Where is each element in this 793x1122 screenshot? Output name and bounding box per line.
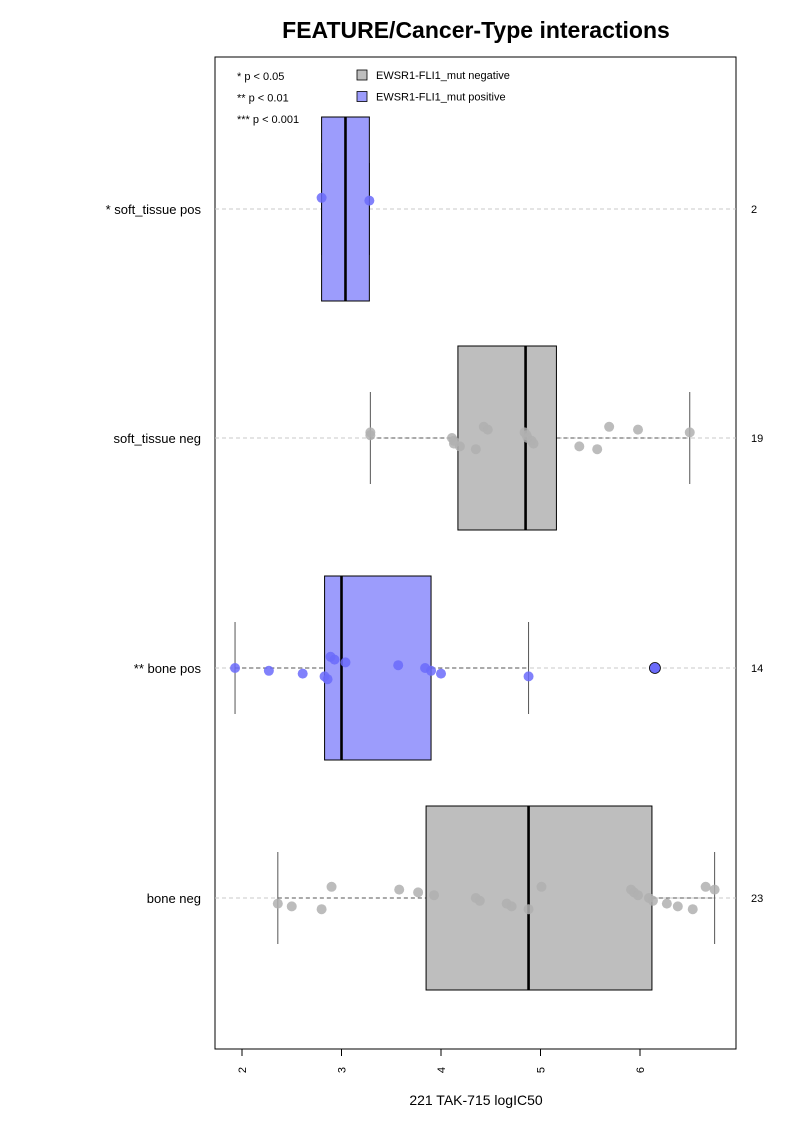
data-point [326, 881, 337, 892]
group-0: * soft_tissue pos 2 [106, 116, 757, 302]
data-point [426, 665, 437, 676]
group-1: soft_tissue neg 19 [114, 345, 763, 531]
data-point [536, 881, 547, 892]
x-tick-label: 4 [436, 1067, 448, 1073]
data-point [322, 674, 333, 685]
boxplot-groups: * soft_tissue pos 2 soft_tissue neg 19 ** bo… [106, 116, 763, 991]
box [457, 345, 557, 531]
data-point [574, 441, 585, 452]
data-point [364, 195, 375, 206]
group-count-label: 19 [751, 433, 763, 445]
data-point [436, 668, 446, 679]
data-point [633, 890, 644, 901]
data-point [393, 660, 404, 671]
data-point [329, 654, 340, 665]
group-count-label: 2 [751, 204, 757, 216]
data-point [316, 192, 327, 203]
legend-label-negative: EWSR1-FLI1_mut negative [376, 70, 510, 82]
data-point [672, 901, 683, 912]
legend-swatch-positive [356, 91, 368, 102]
data-point [592, 444, 603, 455]
data-point [633, 424, 644, 435]
data-point [506, 901, 517, 912]
group-2: ** bone pos 14 [134, 575, 763, 761]
group-legend: EWSR1-FLI1_mut negative EWSR1-FLI1_mut po… [356, 69, 510, 104]
data-point [661, 898, 672, 909]
data-point [647, 895, 658, 906]
data-point [709, 884, 720, 895]
data-point [523, 671, 534, 682]
box [425, 805, 653, 991]
group-label: * soft_tissue pos [106, 202, 202, 217]
legend-swatch-negative [356, 69, 368, 81]
data-point [263, 665, 274, 676]
data-point [394, 884, 405, 895]
data-point [470, 444, 481, 455]
data-point [687, 904, 698, 915]
x-axis-label: 221 TAK-715 logIC50 [409, 1092, 543, 1108]
legend-label-positive: EWSR1-FLI1_mut positive [376, 92, 506, 104]
x-tick-label: 6 [635, 1067, 647, 1073]
data-point [454, 441, 465, 452]
data-point [523, 904, 534, 915]
data-point [316, 904, 327, 915]
data-point [365, 430, 376, 441]
x-tick-label: 2 [237, 1067, 249, 1073]
significance-legend: * p < 0.05 ** p < 0.01 *** p < 0.001 [237, 71, 299, 126]
data-point [272, 898, 283, 909]
x-axis: 2 3 4 5 6 [237, 1048, 647, 1073]
data-point [474, 895, 485, 906]
data-point [604, 421, 615, 432]
data-point [413, 887, 424, 898]
significance-legend-entry: *** p < 0.001 [237, 114, 299, 126]
chart-title: FEATURE/Cancer-Type interactions [282, 17, 670, 43]
data-point [286, 901, 297, 912]
data-point [429, 890, 440, 901]
group-label: soft_tissue neg [114, 431, 201, 446]
data-point [684, 427, 695, 438]
group-label: ** bone pos [134, 661, 202, 676]
significance-legend-entry: * p < 0.05 [237, 71, 284, 83]
x-tick-label: 3 [337, 1067, 349, 1073]
outlier-point [649, 662, 661, 674]
data-point [528, 438, 539, 449]
data-point [482, 424, 493, 435]
data-point [297, 668, 308, 679]
x-tick-label: 5 [536, 1067, 548, 1073]
significance-legend-entry: ** p < 0.01 [237, 93, 289, 105]
group-3: bone neg 23 [147, 805, 763, 991]
data-point [340, 657, 351, 668]
group-count-label: 14 [751, 663, 763, 675]
data-point [700, 881, 711, 892]
group-label: bone neg [147, 891, 201, 906]
group-count-label: 23 [751, 893, 763, 905]
data-point [230, 663, 241, 673]
